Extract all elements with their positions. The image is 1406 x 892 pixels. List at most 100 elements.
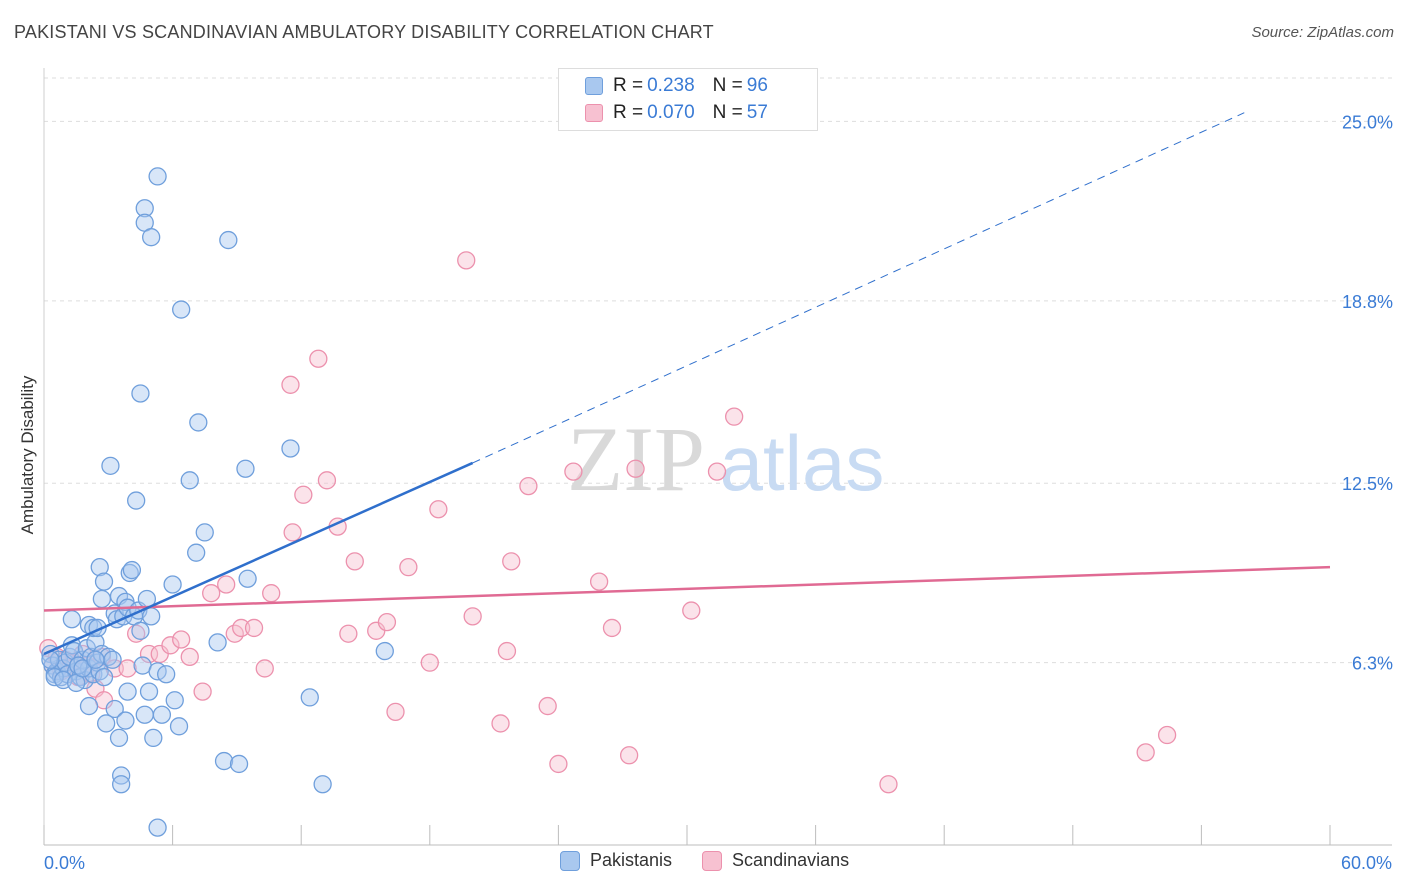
pakistani-point [139, 682, 159, 701]
legend-n-value: 96 [746, 75, 768, 96]
pakistani-point [142, 228, 161, 247]
scandinavian-point [502, 552, 521, 571]
chart-title: PAKISTANI VS SCANDINAVIAN AMBULATORY DIS… [14, 22, 714, 42]
pakistani-point [148, 818, 167, 837]
scandinavian-point [339, 624, 358, 643]
pakistani-point [163, 575, 182, 594]
pakistanis-points [41, 167, 394, 837]
pakistani-point [300, 688, 319, 707]
series-legend-pakistanis[interactable]: Pakistanis [560, 850, 672, 871]
pakistani-point [97, 714, 116, 733]
scandinavian-point [519, 476, 538, 496]
watermark-zip: ZIP [567, 408, 705, 510]
scandinavian-point [317, 471, 337, 490]
scandinavian-point [1136, 743, 1155, 762]
pakistani-point [94, 572, 114, 591]
scandinavian-point [879, 775, 898, 794]
pakistani-point [281, 439, 300, 458]
pakistani-point [92, 589, 112, 609]
pakistani-point [165, 691, 184, 710]
pakistani-point [135, 199, 154, 218]
pakistani-point [109, 728, 129, 748]
scandinavian-point [549, 754, 568, 774]
y-tick-label: 25.0% [1342, 112, 1393, 132]
pakistani-point [214, 751, 234, 771]
pakistani-point [229, 754, 249, 774]
pakistani-point [375, 641, 394, 661]
scandinavian-point [281, 375, 300, 394]
pakistani-point [152, 705, 172, 724]
scandinavian-point [217, 575, 236, 594]
legend-row-pakistanis: R = 0.238 N = 96 [585, 74, 768, 98]
legend-n-label: N = [712, 102, 743, 123]
watermark-atlas: atlas [720, 419, 885, 507]
series-legend-scandinavians[interactable]: Scandinavians [702, 850, 849, 871]
scandinavian-point [172, 630, 191, 649]
y-tick-label: 18.8% [1342, 292, 1393, 312]
series-swatch-pakistanis [560, 850, 580, 871]
scandinavian-point [161, 636, 180, 655]
scandinavian-point [139, 644, 159, 664]
scandinavian-point [619, 746, 639, 765]
y-tick-label: 12.5% [1342, 474, 1393, 494]
axes [43, 68, 1392, 846]
legend-r-label: R = [613, 75, 644, 96]
pakistani-point [120, 563, 139, 583]
stats-legend: R = 0.238 N = 96 R = 0.070 N = 57 [558, 68, 818, 131]
scandinavian-point [399, 557, 418, 577]
scandinavian-point [682, 601, 701, 620]
scandinavian-point [118, 659, 137, 678]
scandinavian-point [725, 407, 744, 426]
legend-row-scandinavians: R = 0.070 N = 57 [585, 101, 768, 125]
pakistani-point [195, 523, 214, 542]
scandinavian-point [463, 607, 482, 626]
series-legend-label: Scandinavians [732, 850, 850, 870]
scandinavian-point [283, 523, 302, 542]
scandinavian-point [180, 647, 199, 667]
pakistani-point [127, 491, 146, 510]
pakistani-point [180, 471, 199, 490]
scandinavian-point [345, 552, 364, 571]
scandinavian-point [244, 618, 264, 638]
pakistani-point [116, 711, 135, 730]
scandinavian-point [564, 462, 583, 481]
x-tick-label: 0.0% [44, 853, 85, 873]
pakistanis-trend-line [43, 461, 474, 656]
y-tick-label: 6.3% [1352, 654, 1393, 674]
pakistani-point [103, 650, 122, 669]
pakistani-point [169, 717, 189, 736]
source-label: Source: ZipAtlas.com [1251, 24, 1394, 41]
scandinavian-point [707, 462, 727, 481]
scandinavian-point [255, 659, 274, 678]
legend-swatch-scandinavians [585, 104, 603, 122]
pakistani-point [157, 665, 176, 684]
pakistani-point [131, 621, 150, 640]
tick-labels: 6.3% 12.5% 18.8% 25.0% 0.0% 60.0% [44, 112, 1393, 873]
scandinavians-trend-line [43, 565, 1331, 612]
pakistani-point [122, 560, 142, 580]
pakistani-point [148, 167, 167, 186]
scandinavian-point [626, 459, 645, 478]
legend-r-value: 0.070 [647, 102, 695, 123]
legend-n-label: N = [712, 75, 743, 96]
scandinavian-point [1157, 725, 1177, 745]
scandinavian-point [538, 696, 557, 716]
pakistani-point [238, 569, 257, 588]
scandinavian-point [309, 349, 328, 368]
pakistani-point [313, 775, 332, 794]
pakistani-point [142, 607, 161, 626]
scandinavian-point [457, 251, 476, 270]
scandinavians-points [39, 251, 1177, 794]
scandinavian-point [193, 682, 212, 701]
scandinavian-point [491, 714, 510, 733]
pakistani-point [73, 659, 92, 678]
pakistani-point [236, 459, 255, 478]
scandinavian-point [202, 584, 221, 603]
pakistani-point [94, 667, 114, 687]
pakistani-point [219, 230, 238, 250]
legend-r-label: R = [613, 102, 644, 123]
scandinavian-point [497, 641, 517, 661]
scandinavian-point [232, 618, 251, 638]
pakistani-point [101, 456, 120, 475]
scandinavian-point [602, 618, 622, 638]
